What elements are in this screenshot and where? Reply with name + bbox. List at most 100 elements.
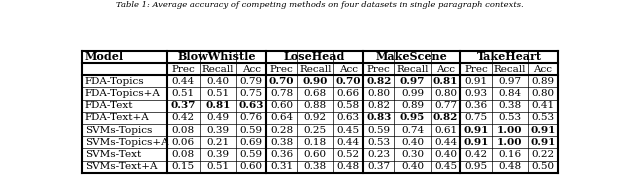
Text: 0.92: 0.92 [304, 113, 327, 122]
Text: Acc: Acc [339, 64, 358, 74]
Text: 0.38: 0.38 [304, 162, 327, 171]
Text: 0.77: 0.77 [434, 101, 457, 110]
Text: SVMs-Topics+A: SVMs-Topics+A [85, 138, 168, 147]
Text: 0.70: 0.70 [335, 77, 361, 86]
Text: 0.50: 0.50 [531, 162, 554, 171]
Text: 0.70: 0.70 [269, 77, 294, 86]
Text: Prec: Prec [172, 64, 195, 74]
Text: MakeScene: MakeScene [376, 51, 448, 62]
Text: 0.80: 0.80 [367, 89, 390, 98]
Text: 0.61: 0.61 [434, 126, 457, 135]
Text: FDA-Topics+A: FDA-Topics+A [85, 89, 161, 98]
Text: 0.66: 0.66 [337, 89, 360, 98]
Text: 0.44: 0.44 [337, 138, 360, 147]
Text: 0.82: 0.82 [367, 101, 390, 110]
Text: 0.76: 0.76 [239, 113, 262, 122]
Text: 0.64: 0.64 [270, 113, 293, 122]
Text: Table 1: Average accuracy of competing methods on four datasets in single paragr: Table 1: Average accuracy of competing m… [116, 1, 524, 9]
Text: 0.53: 0.53 [367, 138, 390, 147]
Text: FDA-Topics: FDA-Topics [85, 77, 145, 86]
Text: 1.00: 1.00 [497, 126, 522, 135]
Text: 0.37: 0.37 [367, 162, 390, 171]
Text: 0.69: 0.69 [239, 138, 262, 147]
Text: Recall: Recall [396, 64, 429, 74]
Text: 0.52: 0.52 [337, 150, 360, 159]
Text: 0.40: 0.40 [207, 77, 230, 86]
Text: 0.88: 0.88 [304, 101, 327, 110]
Text: 0.45: 0.45 [337, 126, 360, 135]
Text: 0.63: 0.63 [239, 101, 264, 110]
Text: SVMs-Topics: SVMs-Topics [85, 126, 152, 135]
Text: 0.80: 0.80 [434, 89, 457, 98]
Text: 0.36: 0.36 [270, 150, 293, 159]
Text: 0.51: 0.51 [172, 89, 195, 98]
Text: 0.81: 0.81 [205, 101, 231, 110]
Text: 0.60: 0.60 [239, 162, 262, 171]
Text: 0.91: 0.91 [465, 77, 488, 86]
Text: 0.22: 0.22 [531, 150, 554, 159]
Text: 0.91: 0.91 [463, 126, 489, 135]
Text: 0.79: 0.79 [239, 77, 262, 86]
Text: 0.36: 0.36 [465, 101, 488, 110]
Text: FDA-Text: FDA-Text [85, 101, 134, 110]
Text: Acc: Acc [242, 64, 260, 74]
Text: Recall: Recall [202, 64, 234, 74]
Text: Model: Model [85, 51, 124, 62]
Text: 0.58: 0.58 [337, 101, 360, 110]
Text: 0.82: 0.82 [366, 77, 392, 86]
Text: 0.44: 0.44 [172, 77, 195, 86]
Text: 0.51: 0.51 [207, 89, 230, 98]
Text: FDA-Text+A: FDA-Text+A [85, 113, 150, 122]
Text: 0.81: 0.81 [433, 77, 458, 86]
Text: 0.74: 0.74 [401, 126, 424, 135]
Text: 0.42: 0.42 [465, 150, 488, 159]
Text: 0.16: 0.16 [498, 150, 522, 159]
Text: 0.59: 0.59 [367, 126, 390, 135]
Text: 0.63: 0.63 [337, 113, 360, 122]
Text: 0.95: 0.95 [465, 162, 488, 171]
Text: 0.99: 0.99 [401, 89, 424, 98]
Text: 0.08: 0.08 [172, 150, 195, 159]
Text: 0.38: 0.38 [270, 138, 293, 147]
Text: 0.39: 0.39 [207, 150, 230, 159]
Text: TakeHeart: TakeHeart [477, 51, 541, 62]
Text: 0.25: 0.25 [304, 126, 327, 135]
Text: 0.53: 0.53 [498, 113, 522, 122]
Text: 0.39: 0.39 [207, 126, 230, 135]
Text: 0.91: 0.91 [530, 126, 556, 135]
Text: 0.89: 0.89 [401, 101, 424, 110]
Text: 0.44: 0.44 [434, 138, 457, 147]
Text: 0.23: 0.23 [367, 150, 390, 159]
Text: 0.06: 0.06 [172, 138, 195, 147]
Text: Prec: Prec [464, 64, 488, 74]
Text: 0.28: 0.28 [270, 126, 293, 135]
Text: 0.41: 0.41 [531, 101, 554, 110]
Text: 0.37: 0.37 [171, 101, 196, 110]
Text: 1.00: 1.00 [497, 138, 522, 147]
Text: SVMs-Text: SVMs-Text [85, 150, 141, 159]
Text: 0.89: 0.89 [531, 77, 554, 86]
Text: BlowWhistle: BlowWhistle [177, 51, 255, 62]
Text: 0.75: 0.75 [239, 89, 262, 98]
Text: 0.48: 0.48 [337, 162, 360, 171]
Text: Prec: Prec [269, 64, 294, 74]
Text: 0.48: 0.48 [498, 162, 522, 171]
Text: LoseHead: LoseHead [284, 51, 346, 62]
Text: 0.97: 0.97 [400, 77, 425, 86]
Text: Recall: Recall [493, 64, 526, 74]
Text: 0.30: 0.30 [401, 150, 424, 159]
Text: Acc: Acc [436, 64, 455, 74]
Text: 0.40: 0.40 [401, 138, 424, 147]
Text: 0.49: 0.49 [207, 113, 230, 122]
Text: SVMs-Text+A: SVMs-Text+A [85, 162, 157, 171]
Text: 0.97: 0.97 [498, 77, 522, 86]
Text: 0.68: 0.68 [304, 89, 327, 98]
Text: 0.82: 0.82 [433, 113, 458, 122]
Text: 0.75: 0.75 [465, 113, 488, 122]
Text: 0.95: 0.95 [400, 113, 425, 122]
Text: 0.42: 0.42 [172, 113, 195, 122]
Text: 0.31: 0.31 [270, 162, 293, 171]
Text: 0.08: 0.08 [172, 126, 195, 135]
Text: 0.18: 0.18 [304, 138, 327, 147]
Text: 0.93: 0.93 [465, 89, 488, 98]
